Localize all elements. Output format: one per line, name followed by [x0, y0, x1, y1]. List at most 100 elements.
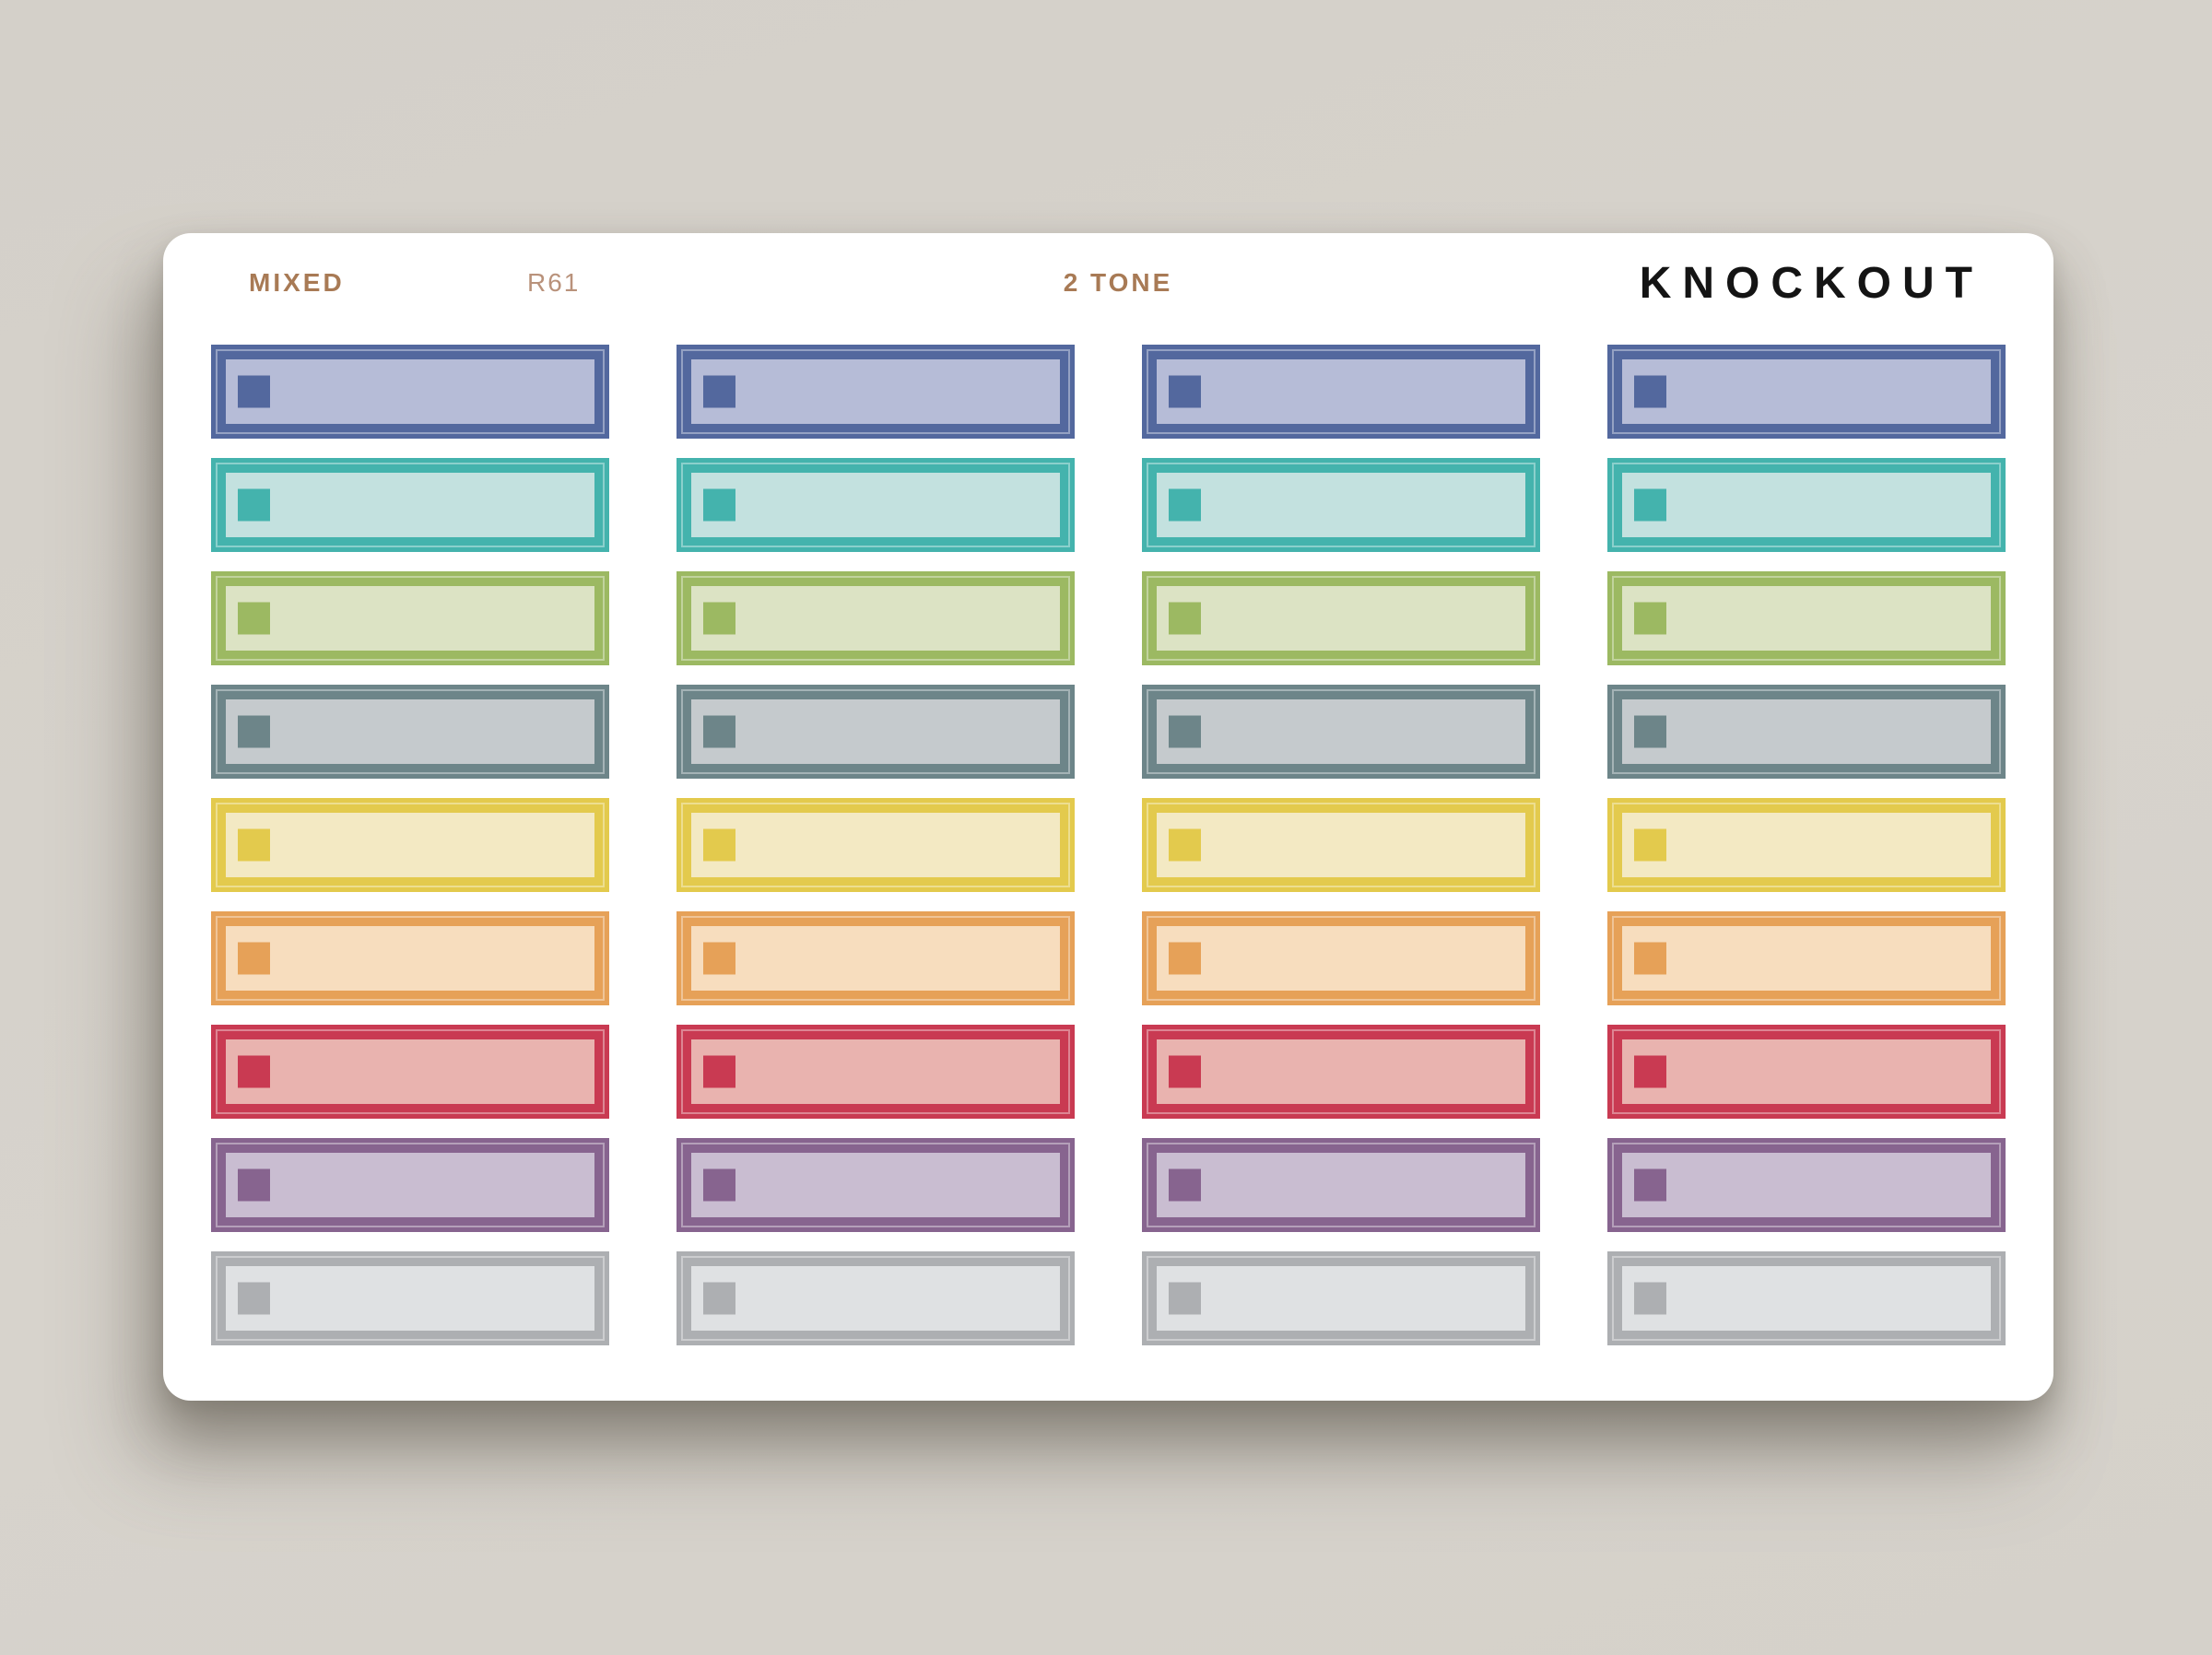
- checkbox-sticker-purple: [1142, 1138, 1540, 1232]
- sticker-fill: [691, 586, 1060, 651]
- checkbox-sticker-periwinkle-blue: [677, 345, 1075, 439]
- sticker-fill: [691, 1039, 1060, 1104]
- sticker-fill: [1622, 1039, 1991, 1104]
- checkbox-square-icon: [238, 488, 270, 522]
- sticker-fill: [1622, 813, 1991, 877]
- sticker-fill: [1157, 813, 1525, 877]
- sticker-fill: [1622, 1153, 1991, 1217]
- sticker-fill: [1157, 1266, 1525, 1331]
- checkbox-square-icon: [703, 1168, 735, 1202]
- checkbox-square-icon: [1169, 1055, 1201, 1088]
- checkbox-sticker-purple: [1607, 1138, 2006, 1232]
- checkbox-square-icon: [1634, 828, 1666, 862]
- checkbox-square-icon: [1169, 488, 1201, 522]
- checkbox-square-icon: [1169, 942, 1201, 975]
- checkbox-sticker-slate: [677, 685, 1075, 779]
- checkbox-sticker-yellow: [677, 798, 1075, 892]
- checkbox-sticker-slate: [1142, 685, 1540, 779]
- checkbox-square-icon: [238, 828, 270, 862]
- checkbox-square-icon: [703, 602, 735, 635]
- sticker-fill: [226, 473, 594, 537]
- checkbox-square-icon: [238, 602, 270, 635]
- checkbox-square-icon: [703, 942, 735, 975]
- sticker-fill: [1157, 1153, 1525, 1217]
- checkbox-sticker-periwinkle-blue: [1607, 345, 2006, 439]
- sticker-fill: [226, 359, 594, 424]
- sticker-sheet-card: MIXED R61 2 TONE KNOCKOUT: [163, 233, 2053, 1401]
- sticker-fill: [1622, 699, 1991, 764]
- checkbox-square-icon: [238, 1282, 270, 1315]
- checkbox-sticker-green: [211, 571, 609, 665]
- checkbox-sticker-teal: [211, 458, 609, 552]
- checkbox-square-icon: [703, 715, 735, 748]
- checkbox-sticker-red: [1142, 1025, 1540, 1119]
- checkbox-square-icon: [1169, 602, 1201, 635]
- checkbox-square-icon: [703, 375, 735, 408]
- sticker-fill: [691, 1266, 1060, 1331]
- checkbox-sticker-teal: [677, 458, 1075, 552]
- sticker-fill: [1157, 586, 1525, 651]
- sku-label: R61: [527, 268, 581, 297]
- checkbox-square-icon: [1169, 828, 1201, 862]
- sticker-fill: [226, 1153, 594, 1217]
- checkbox-sticker-purple: [677, 1138, 1075, 1232]
- checkbox-sticker-orange: [1607, 911, 2006, 1005]
- checkbox-square-icon: [238, 1168, 270, 1202]
- sticker-fill: [691, 926, 1060, 991]
- sticker-fill: [226, 1039, 594, 1104]
- style-label: 2 TONE: [1063, 268, 1173, 297]
- sticker-fill: [1622, 586, 1991, 651]
- sticker-fill: [691, 813, 1060, 877]
- checkbox-sticker-green: [1607, 571, 2006, 665]
- sticker-fill: [691, 473, 1060, 537]
- sticker-fill: [1622, 359, 1991, 424]
- checkbox-square-icon: [1634, 488, 1666, 522]
- checkbox-square-icon: [238, 375, 270, 408]
- sticker-fill: [1157, 473, 1525, 537]
- sticker-fill: [1157, 699, 1525, 764]
- checkbox-sticker-yellow: [211, 798, 609, 892]
- checkbox-sticker-red: [677, 1025, 1075, 1119]
- checkbox-sticker-slate: [211, 685, 609, 779]
- checkbox-sticker-teal: [1142, 458, 1540, 552]
- collection-label: MIXED: [249, 268, 345, 297]
- checkbox-sticker-gray: [677, 1251, 1075, 1345]
- checkbox-sticker-green: [1142, 571, 1540, 665]
- checkbox-sticker-slate: [1607, 685, 2006, 779]
- checkbox-square-icon: [238, 715, 270, 748]
- checkbox-sticker-orange: [211, 911, 609, 1005]
- checkbox-square-icon: [703, 828, 735, 862]
- sticker-fill: [226, 586, 594, 651]
- checkbox-sticker-red: [1607, 1025, 2006, 1119]
- checkbox-sticker-green: [677, 571, 1075, 665]
- checkbox-sticker-purple: [211, 1138, 609, 1232]
- checkbox-sticker-periwinkle-blue: [1142, 345, 1540, 439]
- sticker-fill: [226, 1266, 594, 1331]
- checkbox-square-icon: [1634, 942, 1666, 975]
- checkbox-square-icon: [1169, 1168, 1201, 1202]
- checkbox-square-icon: [1169, 375, 1201, 408]
- sticker-grid: [211, 345, 2006, 1345]
- checkbox-square-icon: [703, 1282, 735, 1315]
- sticker-fill: [691, 1153, 1060, 1217]
- checkbox-square-icon: [1634, 1282, 1666, 1315]
- sticker-fill: [1157, 1039, 1525, 1104]
- checkbox-square-icon: [1634, 715, 1666, 748]
- sticker-fill: [1622, 1266, 1991, 1331]
- checkbox-sticker-yellow: [1142, 798, 1540, 892]
- checkbox-square-icon: [703, 1055, 735, 1088]
- checkbox-sticker-red: [211, 1025, 609, 1119]
- checkbox-square-icon: [1169, 1282, 1201, 1315]
- checkbox-sticker-yellow: [1607, 798, 2006, 892]
- checkbox-sticker-orange: [677, 911, 1075, 1005]
- checkbox-sticker-teal: [1607, 458, 2006, 552]
- sticker-fill: [1622, 926, 1991, 991]
- checkbox-sticker-periwinkle-blue: [211, 345, 609, 439]
- sticker-fill: [1157, 926, 1525, 991]
- brand-logo: KNOCKOUT: [1639, 259, 1983, 308]
- sticker-fill: [691, 359, 1060, 424]
- sticker-fill: [226, 813, 594, 877]
- checkbox-square-icon: [1169, 715, 1201, 748]
- checkbox-sticker-orange: [1142, 911, 1540, 1005]
